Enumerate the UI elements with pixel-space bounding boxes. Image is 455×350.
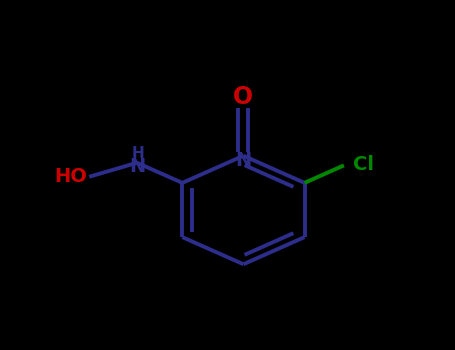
- Text: HO: HO: [54, 167, 87, 186]
- Text: N: N: [235, 151, 252, 170]
- Text: Cl: Cl: [353, 155, 374, 174]
- Text: N: N: [129, 157, 145, 176]
- Text: H: H: [131, 147, 144, 161]
- Text: O: O: [233, 85, 253, 109]
